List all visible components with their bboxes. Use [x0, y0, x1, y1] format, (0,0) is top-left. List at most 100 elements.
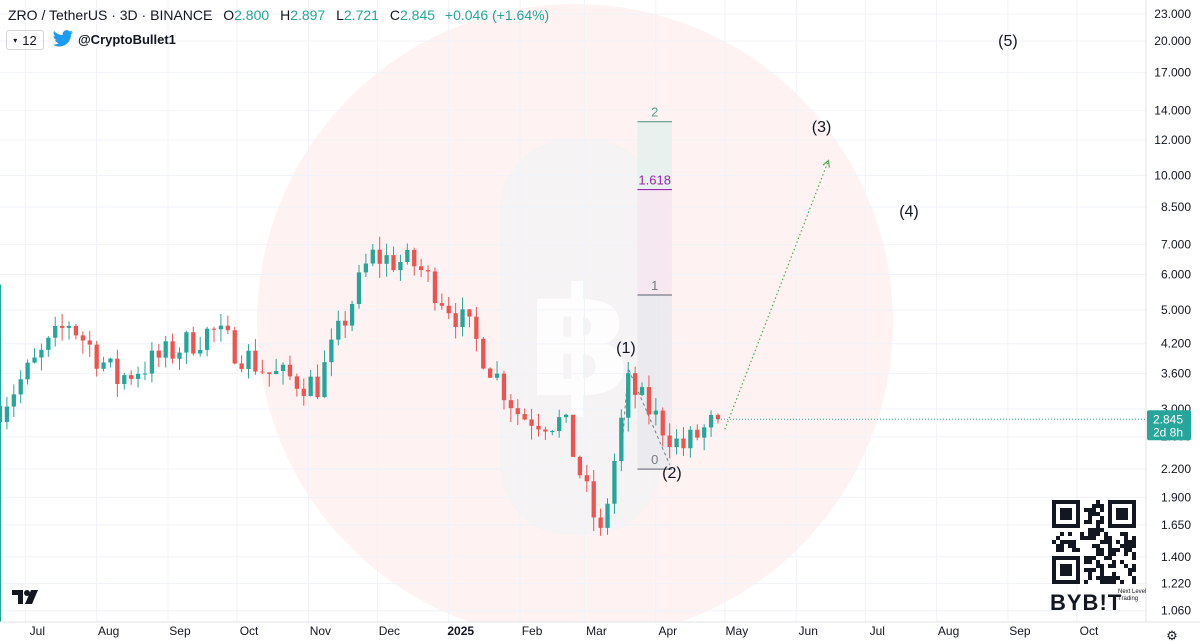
- candle[interactable]: [391, 246, 396, 272]
- candle[interactable]: [11, 384, 16, 418]
- candle[interactable]: [191, 326, 196, 356]
- candle[interactable]: [349, 300, 355, 332]
- candle[interactable]: [598, 508, 603, 536]
- candle[interactable]: [550, 430, 555, 436]
- candle[interactable]: [253, 339, 258, 375]
- candle[interactable]: [177, 347, 182, 370]
- candle[interactable]: [336, 310, 341, 346]
- candle[interactable]: [653, 398, 658, 426]
- candle[interactable]: [66, 321, 72, 340]
- candle[interactable]: [708, 410, 714, 437]
- candle[interactable]: [639, 382, 645, 396]
- candle[interactable]: [605, 498, 610, 535]
- time-axis[interactable]: [0, 622, 1200, 644]
- candle[interactable]: [80, 331, 85, 354]
- candle[interactable]: [25, 359, 30, 385]
- candle[interactable]: [163, 335, 168, 368]
- candle[interactable]: [674, 429, 679, 455]
- wave-label[interactable]: (2): [662, 465, 682, 482]
- candle[interactable]: [73, 323, 79, 340]
- current-price-tag[interactable]: [1147, 410, 1191, 441]
- candle[interactable]: [467, 309, 472, 328]
- candle[interactable]: [557, 409, 562, 438]
- candle[interactable]: [626, 361, 631, 432]
- candle[interactable]: [315, 364, 320, 399]
- candle[interactable]: [149, 342, 155, 383]
- candle[interactable]: [405, 243, 410, 265]
- candle[interactable]: [715, 413, 721, 424]
- candle[interactable]: [156, 343, 161, 368]
- candle[interactable]: [170, 333, 175, 364]
- candles[interactable]: [0, 236, 721, 622]
- candle[interactable]: [481, 337, 486, 370]
- candle[interactable]: [101, 356, 106, 372]
- candle[interactable]: [4, 396, 10, 430]
- candle[interactable]: [460, 297, 465, 337]
- candle[interactable]: [432, 267, 438, 311]
- candle[interactable]: [384, 243, 389, 277]
- candle[interactable]: [584, 464, 589, 492]
- candle[interactable]: [570, 414, 576, 457]
- candle[interactable]: [494, 361, 500, 381]
- candle[interactable]: [377, 236, 382, 278]
- candle[interactable]: [453, 302, 458, 339]
- candle[interactable]: [667, 423, 672, 459]
- candle[interactable]: [681, 427, 686, 457]
- elliott-wave-labels[interactable]: (1) (2) (3) (4) (5): [616, 33, 1018, 482]
- candle[interactable]: [94, 340, 99, 377]
- candle[interactable]: [543, 426, 548, 440]
- candle[interactable]: [239, 355, 244, 373]
- candle[interactable]: [632, 366, 638, 409]
- candle[interactable]: [46, 336, 51, 357]
- candle[interactable]: [225, 315, 230, 334]
- price-axis[interactable]: [1146, 0, 1200, 644]
- candle[interactable]: [702, 424, 707, 451]
- candle[interactable]: [343, 311, 348, 338]
- candle[interactable]: [301, 378, 306, 406]
- interval-badge[interactable]: ▾ 12: [6, 30, 44, 50]
- candle[interactable]: [577, 455, 583, 479]
- candle[interactable]: [619, 409, 624, 472]
- candle[interactable]: [260, 359, 265, 374]
- candle[interactable]: [563, 413, 569, 423]
- candle[interactable]: [287, 355, 293, 380]
- projection-line[interactable]: [724, 160, 829, 430]
- candle[interactable]: [488, 367, 493, 378]
- candle[interactable]: [32, 348, 37, 364]
- candle[interactable]: [501, 370, 507, 410]
- candle[interactable]: [87, 330, 92, 357]
- candle[interactable]: [308, 369, 313, 397]
- candle[interactable]: [474, 307, 479, 352]
- candle[interactable]: [198, 336, 203, 357]
- candle[interactable]: [660, 407, 665, 447]
- candle[interactable]: [108, 357, 113, 368]
- candle[interactable]: [142, 361, 148, 381]
- candle[interactable]: [370, 244, 375, 267]
- candle[interactable]: [591, 470, 596, 532]
- wave-label[interactable]: (3): [812, 119, 832, 136]
- candle[interactable]: [425, 265, 431, 282]
- tradingview-logo-icon[interactable]: [12, 588, 40, 606]
- candle[interactable]: [122, 372, 127, 390]
- candle[interactable]: [59, 313, 65, 341]
- candle[interactable]: [418, 258, 424, 278]
- candle[interactable]: [508, 394, 514, 423]
- author-tag[interactable]: @CryptoBullet1: [52, 30, 176, 48]
- candle[interactable]: [363, 253, 369, 277]
- wave-label[interactable]: (5): [998, 33, 1018, 50]
- candle[interactable]: [446, 297, 451, 320]
- candle[interactable]: [398, 254, 403, 281]
- candle[interactable]: [184, 330, 189, 365]
- candle[interactable]: [0, 393, 3, 426]
- candle[interactable]: [439, 293, 444, 310]
- candle[interactable]: [280, 362, 286, 385]
- candle[interactable]: [529, 408, 534, 440]
- candle[interactable]: [129, 370, 134, 385]
- candle[interactable]: [204, 326, 210, 357]
- candle[interactable]: [267, 372, 272, 387]
- gear-icon[interactable]: ⚙: [1166, 629, 1178, 644]
- candle[interactable]: [115, 349, 120, 397]
- candle[interactable]: [515, 399, 520, 425]
